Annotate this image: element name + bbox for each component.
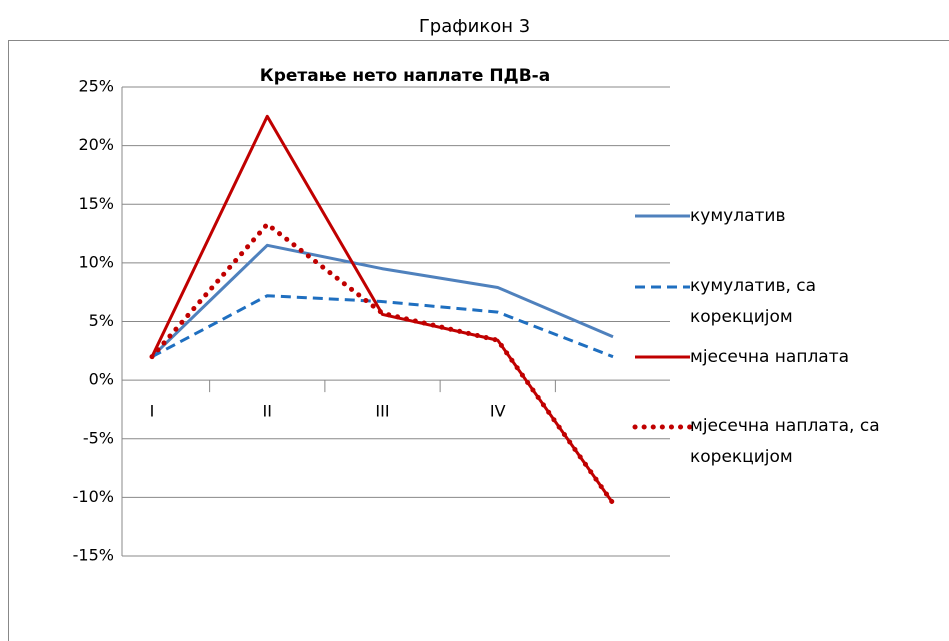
- x-tick-label: III: [375, 402, 389, 421]
- y-tick-label: 0%: [89, 370, 114, 389]
- caption: Графикон 3: [418, 16, 531, 37]
- y-tick-label: 20%: [78, 135, 114, 154]
- legend-label: кумулатив, са корекцијом: [690, 276, 817, 327]
- y-tick-label: 25%: [78, 77, 114, 96]
- chart-frame: [8, 40, 949, 641]
- y-tick-label: 5%: [89, 311, 114, 330]
- y-tick-label: 10%: [78, 252, 114, 271]
- legend-label: мјесечна наплата: [690, 346, 850, 367]
- x-tick-label: II: [263, 402, 272, 421]
- data-line: [149, 221, 616, 506]
- y-tick-label: -10%: [73, 487, 114, 506]
- data-line: [151, 294, 614, 359]
- y-tick-label: -15%: [73, 546, 114, 565]
- data-line: [150, 114, 615, 505]
- page: {"caption": "Графикон 3", "chart_data": …: [8, 16, 949, 641]
- data-line: [150, 243, 614, 358]
- legend-label: мјесечна наплата, са корекцијом: [690, 416, 880, 467]
- chart-title: Кретање нето наплате ПДВ-а: [260, 66, 550, 86]
- y-tick-label: -5%: [83, 428, 114, 447]
- y-tick-label: 15%: [78, 194, 114, 213]
- x-tick-label: I: [150, 402, 155, 421]
- chart: Кретање нето наплате ПДВ-а -15% -10% -5% 0%…: [73, 66, 693, 565]
- legend-label: кумулатив: [690, 205, 786, 226]
- x-tick-label: IV: [490, 402, 506, 421]
